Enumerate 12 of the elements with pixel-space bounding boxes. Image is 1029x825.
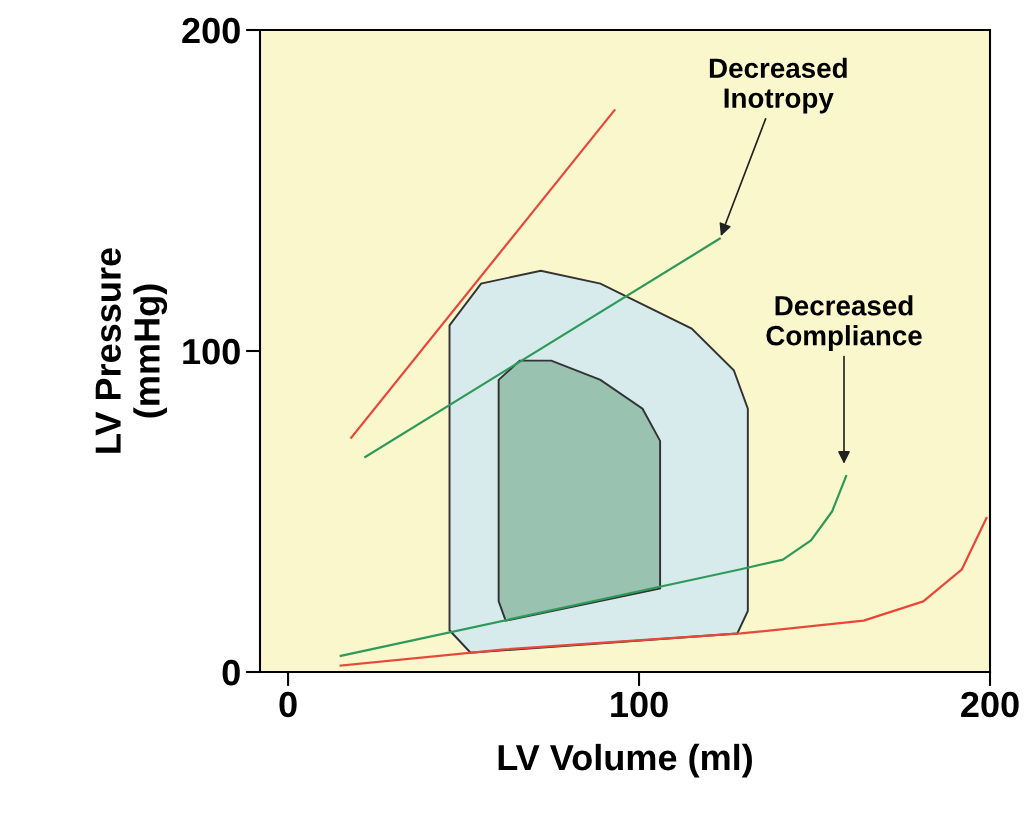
y-tick-label: 200 — [182, 17, 240, 44]
annotation: Decreased Inotropy — [709, 57, 847, 114]
x-tick-label: 0 — [279, 691, 297, 718]
line-series — [339, 475, 848, 658]
y-axis-title: LV Pressure (mmHg) — [95, 248, 168, 453]
x-axis-title: LV Volume (ml) — [498, 743, 752, 778]
y-tick-label: 0 — [222, 659, 240, 686]
annotation: Decreased Compliance — [766, 295, 922, 351]
x-tick-label: 100 — [611, 691, 668, 718]
line-series — [339, 516, 988, 667]
y-tick-label: 100 — [183, 338, 240, 365]
x-tick-label: 200 — [961, 691, 1019, 718]
